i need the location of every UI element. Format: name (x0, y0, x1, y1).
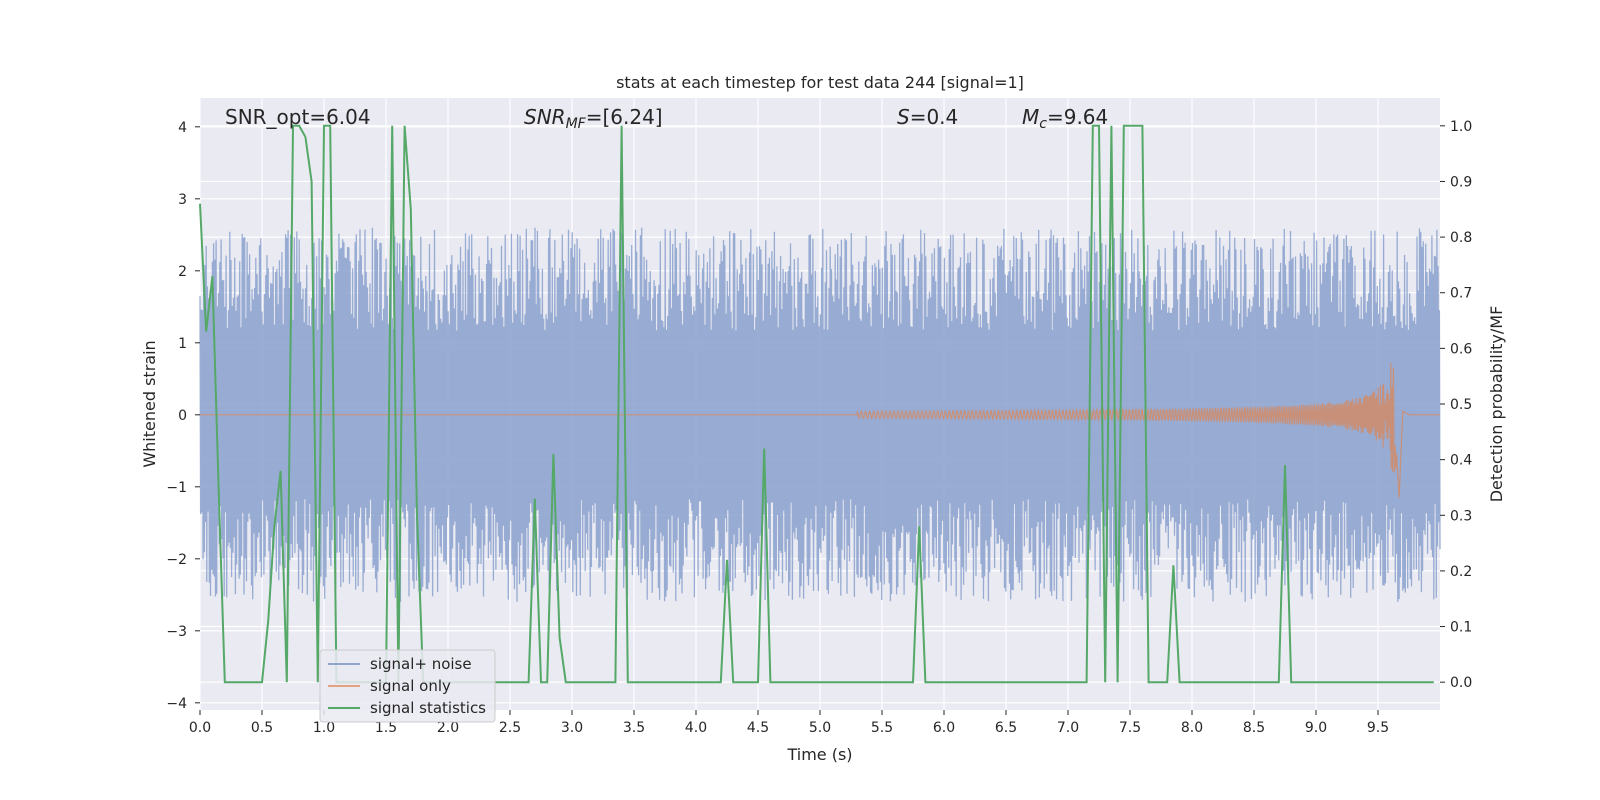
s-symbol: S (897, 105, 910, 129)
y-left-tick-label: −2 (166, 552, 187, 568)
x-tick-label: 6.5 (995, 720, 1017, 736)
legend: signal+ noise signal only signal statist… (319, 649, 496, 723)
x-tick-label: 0.0 (189, 720, 211, 736)
s-value: =0.4 (910, 105, 959, 129)
y-left-tick-label: 1 (178, 336, 187, 352)
plot-area (199, 124, 1441, 684)
y-left-tick-label: 4 (178, 120, 187, 136)
y-left-tick-label: 2 (178, 264, 187, 280)
y-axis-right-label: Detection probability/MF (1487, 306, 1506, 503)
y-right-tick-label: 0.0 (1450, 675, 1472, 691)
x-tick-label: 0.5 (251, 720, 273, 736)
chart-title: stats at each timestep for test data 244… (616, 73, 1024, 92)
y-right-tick-label: 0.3 (1450, 508, 1472, 524)
mc-sub: c (1039, 116, 1047, 132)
series-signal-only (200, 362, 1440, 498)
y-right-tick-label: 0.8 (1450, 230, 1472, 246)
y-left-tick-label: 0 (178, 408, 187, 424)
x-tick-label: 6.0 (933, 720, 955, 736)
legend-label-signal-only: signal only (370, 677, 451, 695)
mc-value: =9.64 (1047, 105, 1108, 129)
y-right-tick-label: 0.9 (1450, 174, 1472, 190)
y-right-tick-label: 1.0 (1450, 119, 1472, 135)
x-tick-label: 9.5 (1367, 720, 1389, 736)
y-left-tick-label: 3 (178, 192, 187, 208)
y-right-tick-label: 0.4 (1450, 453, 1472, 469)
x-tick-label: 3.5 (623, 720, 645, 736)
legend-box (319, 649, 496, 723)
annotation-s: S=0.4 (897, 105, 958, 129)
y-right-tick-label: 0.5 (1450, 397, 1472, 413)
annotation-snr-opt: SNR_opt=6.04 (225, 105, 371, 129)
x-tick-label: 4.0 (685, 720, 707, 736)
x-tick-label: 2.5 (499, 720, 521, 736)
y-right-tick-label: 0.7 (1450, 286, 1472, 302)
y-right-tick-label: 0.2 (1450, 564, 1472, 580)
y-axis-left-label: Whitened strain (140, 340, 159, 467)
snr-mf-base: SNR (524, 105, 566, 129)
x-tick-label: 3.0 (561, 720, 583, 736)
annotation-mc: Mc=9.64 (1022, 105, 1108, 132)
series-signal-noise (199, 227, 1441, 602)
y-left-tick-label: −1 (166, 480, 187, 496)
ticks: 0.0 0.5 1.0 1.5 2.0 2.5 3.0 3.5 4.0 4.5 5.0 5.5 6.0 6… (166, 119, 1472, 736)
snr-mf-value: =[6.24] (586, 105, 663, 129)
legend-label-signal-statistics: signal statistics (370, 699, 486, 717)
x-tick-label: 5.0 (809, 720, 831, 736)
y-right-tick-label: 0.1 (1450, 620, 1472, 636)
x-tick-label: 2.0 (437, 720, 459, 736)
y-left-tick-label: −4 (166, 696, 187, 712)
series-signal-statistics (199, 124, 1434, 684)
y-right-tick-label: 0.6 (1450, 341, 1472, 357)
x-tick-label: 5.5 (871, 720, 893, 736)
mc-base: M (1022, 105, 1039, 129)
x-tick-label: 9.0 (1305, 720, 1327, 736)
x-tick-label: 7.5 (1119, 720, 1141, 736)
x-tick-label: 8.0 (1181, 720, 1203, 736)
snr-mf-sub: MF (566, 116, 587, 132)
x-tick-label: 1.5 (375, 720, 397, 736)
annotation-snr-mf: SNRMF=[6.24] (524, 105, 663, 132)
x-tick-label: 8.5 (1243, 720, 1265, 736)
x-axis-label: Time (s) (786, 745, 852, 764)
x-tick-label: 7.0 (1057, 720, 1079, 736)
x-tick-label: 1.0 (313, 720, 335, 736)
x-tick-label: 4.5 (747, 720, 769, 736)
y-left-tick-label: −3 (166, 624, 187, 640)
legend-label-signal-noise: signal+ noise (370, 655, 472, 673)
